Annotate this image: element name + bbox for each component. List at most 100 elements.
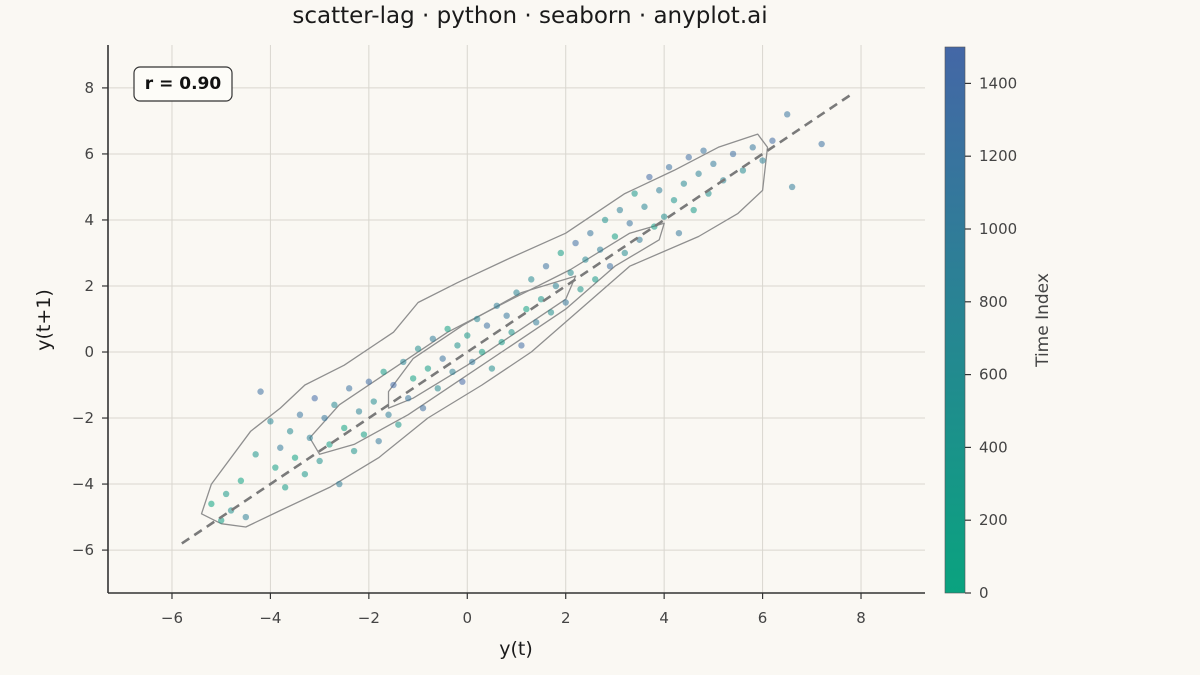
scatter-point: [587, 229, 594, 237]
scatter-point: [631, 190, 638, 197]
colorbar-tick-label: 1400: [979, 74, 1017, 92]
scatter-point: [331, 401, 338, 409]
x-axis-ticks: −6 −4 −2 0 2 4 6 8: [161, 593, 866, 627]
scatter-point: [306, 434, 313, 442]
x-tick-label: 8: [856, 609, 866, 627]
scatter-point: [316, 457, 323, 465]
scatter-point: [783, 111, 791, 118]
colorbar-gradient: [944, 46, 966, 594]
scatter-point: [503, 312, 510, 319]
x-tick-label: 2: [561, 609, 571, 627]
scatter-point: [680, 180, 688, 187]
scatter-point: [606, 262, 614, 270]
scatter-point: [532, 319, 540, 326]
scatter-point: [257, 388, 264, 395]
scatter-point: [311, 395, 318, 402]
grid-layer: [108, 45, 925, 593]
y-axis-ticks: −6 −4 −2 0 2 4 6 8: [72, 79, 108, 559]
scatter-point: [552, 282, 560, 290]
scatter-point: [488, 365, 496, 372]
y-tick-label: 6: [84, 145, 94, 163]
scatter-point: [562, 299, 569, 306]
y-tick-label: 0: [84, 343, 94, 361]
y-tick-label: −6: [72, 541, 94, 559]
scatter-point: [252, 451, 259, 458]
y-tick-label: 8: [84, 79, 94, 97]
scatter-point: [508, 329, 515, 336]
scatter-point: [222, 490, 230, 498]
scatter-point: [336, 480, 343, 488]
scatter-point: [434, 385, 441, 392]
scatter-point: [537, 295, 545, 303]
scatter-point: [459, 378, 466, 385]
colorbar-tick-label: 400: [979, 438, 1008, 456]
correlation-annotation: r = 0.90: [133, 66, 233, 102]
density-contour: [387, 275, 577, 409]
scatter-point: [665, 163, 673, 171]
scatter-point: [365, 378, 373, 385]
y-tick-label: −2: [72, 409, 94, 427]
colorbar-tick-label: 1200: [979, 147, 1017, 165]
scatter-point: [439, 355, 446, 362]
scatter-point: [567, 269, 574, 276]
scatter-point: [301, 470, 309, 478]
y-axis-label: y(t+1): [33, 289, 55, 351]
density-contour: [309, 222, 665, 455]
scatter-point: [582, 256, 589, 263]
density-contours: [200, 133, 769, 528]
scatter-point: [370, 398, 377, 405]
colorbar-tick-label: 600: [979, 366, 1008, 384]
y-tick-label: 2: [84, 277, 94, 295]
scatter-point: [641, 203, 648, 210]
scatter-point: [478, 348, 486, 356]
scatter-point: [414, 345, 422, 352]
scatter-point: [395, 421, 402, 428]
colorbar-tick-label: 1000: [979, 220, 1017, 238]
reference-line: [181, 93, 852, 545]
scatter-point: [355, 408, 363, 415]
scatter-point: [769, 137, 776, 144]
scatter-point: [592, 276, 599, 283]
scatter-point: [208, 500, 215, 508]
scatter-point: [424, 365, 432, 372]
scatter-point: [528, 276, 535, 283]
scatter-point: [788, 183, 796, 191]
colorbar: 0 200 400 600 800 1000 1200 1400 Time Index: [944, 46, 1053, 602]
scatter-point: [660, 213, 668, 220]
scatter-point: [267, 418, 274, 425]
scatter-point: [685, 154, 692, 161]
scatter-point: [626, 220, 633, 227]
scatter-point: [390, 381, 397, 389]
scatter-point: [577, 286, 584, 293]
y-tick-label: 4: [84, 211, 94, 229]
scatter-point: [616, 206, 624, 214]
scatter-point: [380, 368, 387, 376]
x-tick-label: 4: [659, 609, 669, 627]
scatter-point: [729, 150, 737, 158]
scatter-point: [385, 411, 392, 418]
scatter-point: [375, 437, 382, 445]
scatter-point: [444, 325, 451, 333]
scatter-point: [473, 315, 481, 323]
chart-title: scatter-lag · python · seaborn · anyplot…: [292, 3, 767, 29]
scatter-point: [469, 358, 476, 366]
scatter-point: [710, 160, 717, 168]
x-tick-label: −6: [161, 609, 183, 627]
scatter-point: [483, 322, 491, 329]
scatter-point: [281, 484, 289, 491]
colorbar-ticks: 0 200 400 600 800 1000 1200 1400: [965, 74, 1017, 602]
scatter-point: [419, 404, 427, 412]
scatter-point: [321, 414, 328, 422]
colorbar-tick-label: 0: [979, 584, 989, 602]
scatter-point: [749, 144, 756, 151]
colorbar-tick-label: 800: [979, 293, 1008, 311]
x-tick-label: −4: [259, 609, 281, 627]
scatter-point: [493, 302, 501, 309]
x-tick-label: 6: [758, 609, 768, 627]
x-axis-label: y(t): [499, 638, 533, 660]
scatter-point: [345, 385, 353, 392]
scatter-point: [449, 368, 456, 376]
scatter-point: [405, 395, 412, 402]
